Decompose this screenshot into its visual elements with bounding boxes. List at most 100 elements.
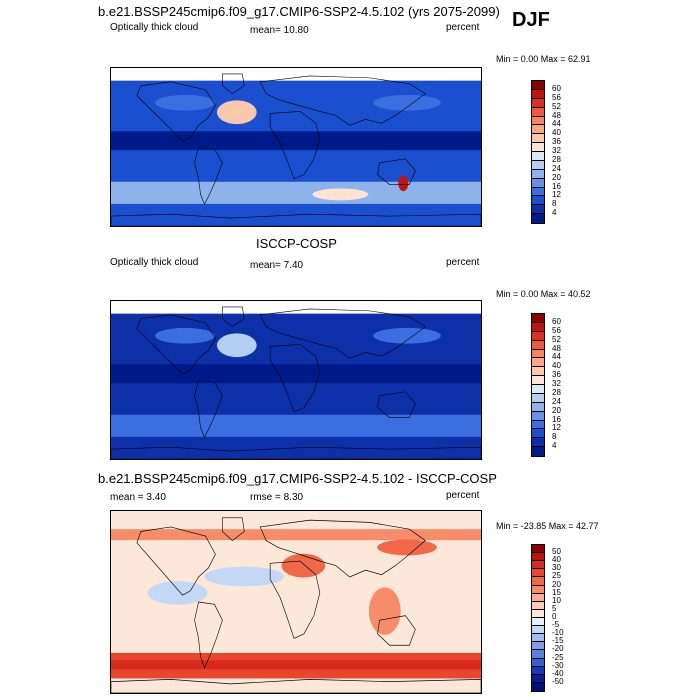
panel1-colorbar [531, 80, 545, 224]
map-blob [216, 100, 257, 125]
colorbar-swatch [532, 609, 544, 618]
colorbar-swatch [532, 617, 544, 627]
season-label: DJF [512, 9, 550, 31]
colorbar-tick-label: -25 [552, 652, 564, 662]
panel3-map-field [111, 511, 481, 693]
coastline-path [259, 308, 426, 359]
colorbar-swatch [532, 358, 544, 368]
panel2-colorbar [531, 313, 545, 457]
panel1-units-label: percent [446, 22, 480, 33]
map-band [111, 660, 481, 670]
colorbar-tick-label: 48 [552, 343, 561, 353]
colorbar-tick-label: 56 [552, 325, 561, 335]
colorbar-swatch [532, 674, 544, 683]
colorbar-swatch [532, 143, 544, 152]
coastline-path [259, 519, 426, 578]
coastline-path [269, 344, 321, 412]
colorbar-tick-label: 30 [552, 563, 561, 573]
panel1-map-field [111, 68, 481, 226]
colorbar-swatch [532, 561, 544, 570]
coastline-path [222, 517, 245, 541]
colorbar-swatch [532, 682, 544, 691]
colorbar-swatch [532, 634, 544, 643]
panel3-units-label: percent [446, 490, 480, 501]
colorbar-tick-label: 5 [552, 603, 557, 613]
colorbar-tick-label: 4 [552, 441, 557, 451]
colorbar-tick-label: 16 [552, 181, 561, 191]
coastline-path [194, 601, 223, 669]
colorbar-swatch [532, 107, 544, 117]
coastline-path [194, 146, 223, 205]
colorbar-tick-label: 40 [552, 128, 561, 138]
colorbar-swatch [532, 187, 544, 197]
map-blob [155, 94, 215, 111]
colorbar-tick-label: 8 [552, 432, 557, 442]
coastline-path [222, 306, 245, 328]
map-blob [155, 327, 215, 344]
map-coastlines [111, 73, 481, 226]
panel2-title: ISCCP-COSP [256, 236, 337, 251]
colorbar-swatch [532, 340, 544, 350]
colorbar-swatch [532, 569, 544, 578]
colorbar-swatch [532, 98, 544, 108]
colorbar-tick-label: 32 [552, 146, 561, 155]
colorbar-swatch [532, 650, 544, 659]
map-blob [373, 327, 441, 344]
panel3-title: b.e21.BSSP245cmip6.f09_g17.CMIP6-SSP2-4.… [98, 471, 497, 486]
colorbar-tick-label: -15 [552, 636, 564, 646]
colorbar-swatch [532, 322, 544, 332]
colorbar-swatch [532, 438, 544, 448]
colorbar-tick-label: -20 [552, 644, 564, 654]
map-blob [147, 581, 208, 605]
panel2-units-label: percent [446, 257, 480, 268]
panel2-left-label: Optically thick cloud [110, 257, 199, 268]
map-blob [373, 94, 441, 111]
colorbar-tick-label: 28 [552, 154, 561, 164]
coastline-path [269, 111, 321, 179]
colorbar-tick-label: 52 [552, 334, 561, 344]
colorbar-swatch [532, 402, 544, 412]
colorbar-tick-label: 40 [552, 555, 561, 565]
colorbar-swatch [532, 577, 544, 586]
colorbar-tick-label: 20 [552, 172, 561, 182]
colorbar-tick-label: 8 [552, 199, 557, 209]
colorbar-swatch [532, 553, 544, 562]
map-coastlines [111, 306, 481, 459]
colorbar-swatch [532, 626, 544, 635]
map-band [111, 529, 481, 541]
colorbar-tick-label: 24 [552, 396, 561, 406]
colorbar-tick-label: 12 [552, 423, 561, 433]
colorbar-tick-label: 20 [552, 579, 561, 589]
coastline-path [377, 615, 416, 646]
colorbar-swatch [532, 666, 544, 675]
colorbar-tick-label: -30 [552, 660, 564, 670]
map-blob [204, 566, 284, 587]
colorbar-swatch [532, 152, 544, 161]
map-blob [377, 539, 437, 556]
panel3-map [110, 510, 482, 694]
colorbar-tick-label: 50 [552, 547, 561, 557]
coastline-path [111, 446, 481, 459]
colorbar-swatch [532, 116, 544, 126]
coastline-path [111, 213, 481, 226]
colorbar-swatch [532, 331, 544, 341]
colorbar-swatch [532, 160, 544, 170]
coastline-path [194, 379, 223, 438]
panel3-rmse-label: rmse = 8.30 [250, 492, 304, 503]
colorbar-swatch [532, 385, 544, 394]
colorbar-tick-label: 56 [552, 92, 561, 102]
colorbar-tick-label: 36 [552, 370, 561, 380]
colorbar-swatch [532, 196, 544, 206]
coastline-path [377, 391, 416, 418]
colorbar-swatch [532, 81, 544, 90]
colorbar-swatch [532, 376, 544, 385]
colorbar-tick-label: 12 [552, 190, 561, 200]
colorbar-tick-label: -40 [552, 668, 564, 678]
colorbar-swatch [532, 545, 544, 554]
colorbar-swatch [532, 411, 544, 421]
colorbar-tick-label: 60 [552, 83, 561, 93]
colorbar-tick-label: -50 [552, 676, 564, 686]
colorbar-swatch [532, 134, 544, 144]
colorbar-tick-label: 10 [552, 595, 561, 605]
coastline-path [136, 526, 216, 596]
